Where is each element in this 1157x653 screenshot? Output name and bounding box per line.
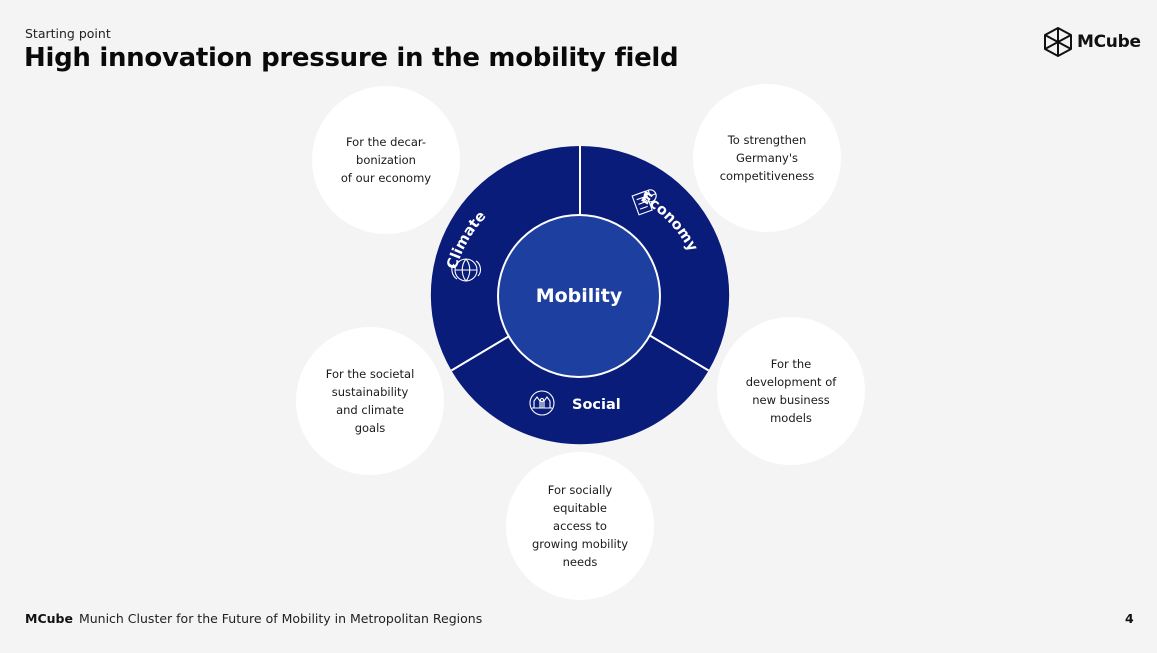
page-title: High innovation pressure in the mobility…: [24, 43, 679, 73]
mobility-center: [497, 214, 661, 378]
bubble-societal-sustainability: For the societal sustainability and clim…: [296, 327, 444, 475]
footer-brand: MCube: [25, 611, 73, 626]
bubble-text: For the decar- bonization of our economy: [340, 135, 432, 185]
footer: MCube Munich Cluster for the Future of Mo…: [25, 611, 482, 626]
cube-logo-icon: [1044, 27, 1072, 57]
bubble-text: To strengthen Germany's competitiveness: [719, 133, 815, 183]
building-chart-icon: [631, 189, 657, 216]
bubble-text: For the development of new business mode…: [745, 357, 837, 425]
bubble-decarbonization: For the decar- bonization of our economy: [312, 86, 460, 234]
footer-text: Munich Cluster for the Future of Mobilit…: [78, 611, 483, 626]
mobility-label: Mobility: [536, 285, 623, 307]
bubble-business-models: For the development of new business mode…: [717, 317, 865, 465]
page-number: 4: [1125, 611, 1134, 626]
people-houses-icon: [529, 390, 555, 416]
bubble-text: For the societal sustainability and clim…: [325, 367, 415, 435]
bubble-text: For socially equitable access to growing…: [531, 483, 629, 569]
logo-text: MCube: [1077, 32, 1141, 52]
divider-right: [648, 334, 710, 372]
divider-left: [450, 334, 512, 372]
globe-leaf-icon: [451, 258, 481, 282]
mcube-logo: MCube: [1043, 26, 1141, 58]
bubble-competitiveness: To strengthen Germany's competitiveness: [693, 84, 841, 232]
segment-label-social: Social: [572, 397, 621, 413]
section-kicker: Starting point: [25, 26, 111, 41]
bubble-equitable-access: For socially equitable access to growing…: [506, 452, 654, 600]
